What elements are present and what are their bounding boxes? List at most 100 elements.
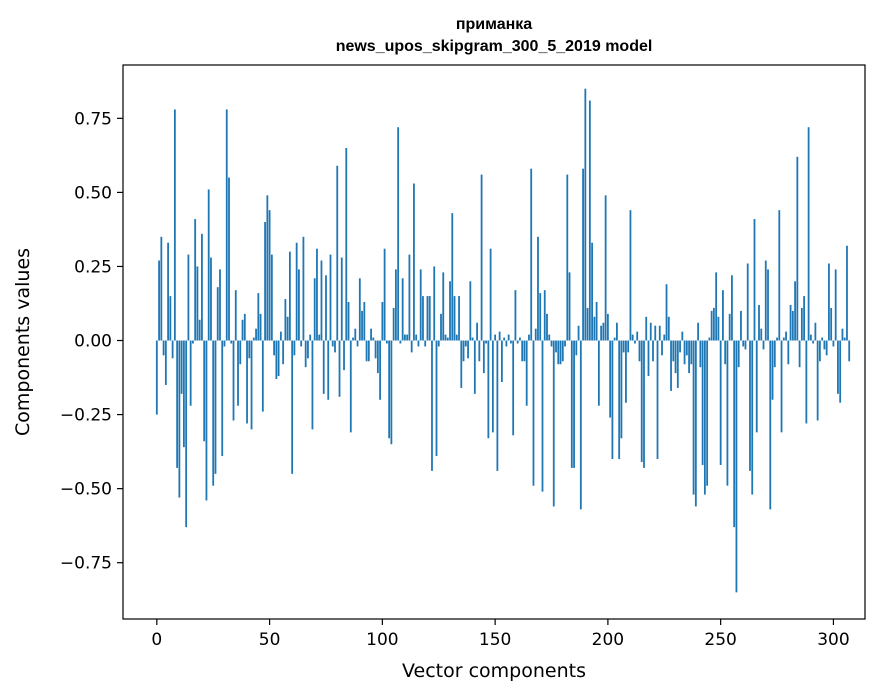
bar-93 xyxy=(365,340,368,362)
bar-201 xyxy=(609,340,612,418)
bar-104 xyxy=(390,340,393,445)
bar-92 xyxy=(363,302,366,341)
bar-66 xyxy=(304,340,307,368)
bar-291 xyxy=(812,340,815,344)
bar-300 xyxy=(832,340,835,347)
bar-283 xyxy=(794,281,796,341)
x-tick-label: 50 xyxy=(259,630,281,650)
bar-82 xyxy=(340,257,343,341)
bar-95 xyxy=(370,328,372,341)
bar-21 xyxy=(203,340,206,442)
bar-244 xyxy=(706,340,709,486)
bar-139 xyxy=(469,281,472,341)
bar-153 xyxy=(500,340,503,382)
bar-145 xyxy=(482,340,485,374)
bar-0 xyxy=(155,340,158,415)
bar-63 xyxy=(298,269,300,341)
bar-124 xyxy=(435,340,438,457)
bar-295 xyxy=(821,337,824,341)
bar-107 xyxy=(397,127,400,341)
bar-31 xyxy=(225,109,228,341)
bar-94 xyxy=(367,340,370,362)
bar-207 xyxy=(622,340,625,353)
bar-115 xyxy=(415,334,418,341)
bar-269 xyxy=(762,340,765,350)
bar-108 xyxy=(399,340,402,344)
bar-103 xyxy=(388,340,391,439)
bar-42 xyxy=(250,340,253,430)
bar-72 xyxy=(318,334,321,341)
bar-200 xyxy=(606,313,609,341)
bar-230 xyxy=(674,340,677,374)
bar-24 xyxy=(210,257,212,341)
bar-53 xyxy=(275,340,278,380)
bar-264 xyxy=(751,340,754,495)
bar-188 xyxy=(579,340,582,510)
bar-40 xyxy=(246,340,248,424)
bar-286 xyxy=(800,307,803,341)
bar-169 xyxy=(537,236,539,341)
bar-304 xyxy=(841,328,844,341)
bar-250 xyxy=(719,340,722,465)
bar-294 xyxy=(818,340,821,362)
bar-307 xyxy=(848,340,851,362)
bar-26 xyxy=(214,340,217,474)
bar-125 xyxy=(437,340,440,347)
bar-138 xyxy=(467,340,469,359)
bar-81 xyxy=(338,340,341,397)
bar-6 xyxy=(169,296,172,341)
x-tick-label: 0 xyxy=(151,630,162,650)
bar-257 xyxy=(735,340,738,593)
bar-3 xyxy=(162,340,165,356)
bar-150 xyxy=(494,334,497,341)
bar-58 xyxy=(286,316,289,341)
bar-205 xyxy=(618,340,621,460)
bar-275 xyxy=(776,337,778,341)
bar-251 xyxy=(722,290,724,341)
bar-238 xyxy=(692,340,695,495)
bar-180 xyxy=(561,340,564,362)
bar-61 xyxy=(293,340,296,356)
bar-302 xyxy=(837,340,839,394)
bar-198 xyxy=(602,322,605,341)
bar-253 xyxy=(726,340,729,486)
bar-78 xyxy=(331,340,334,347)
bar-141 xyxy=(473,340,476,394)
bar-273 xyxy=(771,340,774,400)
bar-303 xyxy=(839,340,842,403)
bar-182 xyxy=(566,174,569,341)
bar-271 xyxy=(767,269,769,341)
bar-276 xyxy=(778,210,781,341)
bar-214 xyxy=(638,340,641,362)
bar-246 xyxy=(710,310,713,341)
bar-14 xyxy=(187,254,190,341)
bar-277 xyxy=(780,340,783,433)
bar-83 xyxy=(343,340,345,371)
bar-211 xyxy=(631,334,634,341)
bar-268 xyxy=(760,328,763,341)
bar-221 xyxy=(654,325,657,341)
bar-229 xyxy=(672,340,675,362)
bar-190 xyxy=(584,88,587,341)
bar-86 xyxy=(349,340,352,433)
bar-62 xyxy=(295,242,298,341)
bar-152 xyxy=(498,331,501,341)
bar-259 xyxy=(740,310,742,341)
bar-156 xyxy=(507,334,510,341)
bar-263 xyxy=(749,340,751,471)
bar-98 xyxy=(376,340,379,374)
bar-252 xyxy=(724,340,727,365)
bar-289 xyxy=(807,127,810,341)
bar-129 xyxy=(446,337,449,341)
x-tick-label: 200 xyxy=(592,630,624,650)
bar-8 xyxy=(173,109,176,341)
bar-232 xyxy=(679,340,681,353)
bar-186 xyxy=(575,340,578,356)
bar-134 xyxy=(458,296,460,341)
bar-297 xyxy=(825,340,828,356)
bar-212 xyxy=(634,340,636,344)
bar-287 xyxy=(803,296,805,341)
bar-161 xyxy=(519,337,521,341)
bar-217 xyxy=(645,316,648,341)
